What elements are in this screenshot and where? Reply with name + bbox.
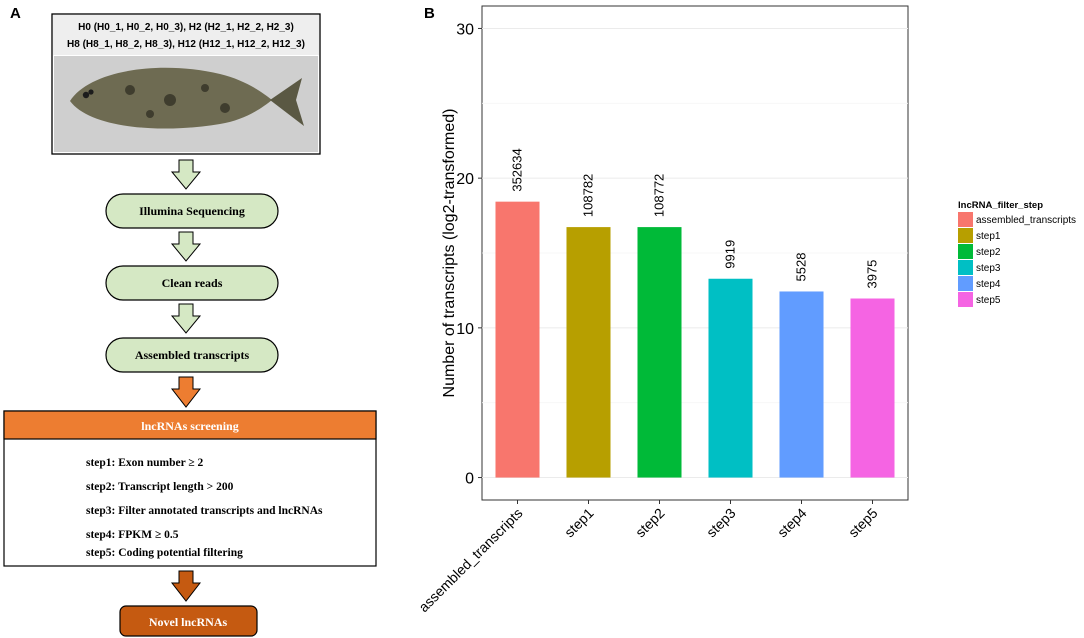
y-tick-label: 20 (456, 171, 474, 188)
bar-step2 (637, 227, 682, 478)
filter-step-5: step5: Coding potential filtering (86, 547, 243, 559)
legend-title: lncRNA_filter_step (958, 200, 1043, 211)
bar-assembled_transcripts (495, 201, 540, 478)
y-axis: 0 10 20 30 (456, 21, 482, 488)
down-arrow-icon (170, 376, 202, 408)
legend-key (958, 228, 973, 243)
down-arrow-icon (170, 570, 202, 602)
illumina-sequencing-label: Illumina Sequencing (139, 204, 245, 218)
legend-key (958, 260, 973, 275)
y-tick-label: 10 (456, 321, 474, 338)
fish-photo (54, 56, 318, 152)
x-axis: assembled_transcripts step1 step2 step3 step… (420, 500, 881, 615)
novel-lncrnas-box (119, 605, 258, 637)
bar-step1 (566, 227, 611, 478)
bar-chart: 352634 108782 108772 9919 5528 3975 0 10 20 30 a… (420, 5, 1076, 615)
bar-step5 (850, 298, 895, 478)
x-tick-label: step4 (774, 505, 810, 541)
x-tick-label: assembled_transcripts (420, 505, 526, 615)
x-tick-label: step3 (703, 505, 739, 541)
filter-step-4: step4: FPKM ≥ 0.5 (86, 529, 179, 541)
clean-reads-label: Clean reads (162, 276, 223, 290)
bar-value-label: 5528 (794, 253, 809, 282)
bar-value-label: 108772 (652, 174, 667, 217)
bars (495, 201, 895, 478)
gridlines (482, 27, 908, 479)
y-tick-label: 0 (465, 471, 474, 488)
legend-label: step3 (976, 263, 1001, 274)
down-arrow-icon (170, 231, 202, 262)
novel-lncrnas-label: Novel lncRNAs (149, 615, 228, 629)
filter-step-1: step1: Exon number ≥ 2 (86, 457, 204, 469)
y-axis-title: Number of transcripts (log2-transformed) (441, 109, 458, 398)
legend-label: step4 (976, 279, 1001, 290)
x-tick-label: step1 (561, 505, 597, 541)
illumina-sequencing-box (105, 193, 279, 229)
screening-header (3, 410, 377, 440)
panel-b-label: B (424, 5, 435, 22)
workflow-diagram: H0 (H0_1, H0_2, H0_3), H2 (H2_1, H2_2, H… (3, 13, 377, 637)
legend-label: assembled_transcripts (976, 215, 1076, 226)
legend-key (958, 276, 973, 291)
samples-line-2: H8 (H8_1, H8_2, H8_3), H12 (H12_1, H12_2… (67, 39, 305, 50)
legend-label: step2 (976, 247, 1001, 258)
bar-step3 (708, 278, 753, 478)
bar-value-label: 108782 (581, 174, 596, 217)
sample-header (53, 15, 319, 55)
legend: lncRNA_filter_step assembled_transcripts… (958, 200, 1076, 307)
bar-value-labels: 352634 108782 108772 9919 5528 3975 (510, 148, 880, 288)
x-tick-label: step5 (845, 505, 881, 541)
clean-reads-box (105, 265, 279, 301)
assembled-transcripts-box (105, 337, 279, 373)
legend-label: step1 (976, 231, 1001, 242)
samples-line-1: H0 (H0_1, H0_2, H0_3), H2 (H2_1, H2_2, H… (78, 22, 294, 33)
bar-value-label: 352634 (510, 148, 525, 191)
legend-key (958, 292, 973, 307)
bar-value-label: 3975 (865, 260, 880, 289)
bar-value-label: 9919 (723, 240, 738, 269)
panel-a-label: A (10, 5, 21, 22)
screening-title: lncRNAs screening (141, 419, 238, 433)
legend-key (958, 212, 973, 227)
legend-key (958, 244, 973, 259)
legend-label: step5 (976, 295, 1001, 306)
x-tick-label: step2 (632, 505, 668, 541)
y-tick-label: 30 (456, 21, 474, 38)
filter-step-2: step2: Transcript length > 200 (86, 481, 234, 493)
assembled-transcripts-label: Assembled transcripts (135, 348, 250, 362)
down-arrow-icon (170, 159, 202, 190)
bar-step4 (779, 291, 824, 478)
down-arrow-icon (170, 303, 202, 334)
filter-step-3: step3: Filter annotated transcripts and … (86, 505, 323, 517)
